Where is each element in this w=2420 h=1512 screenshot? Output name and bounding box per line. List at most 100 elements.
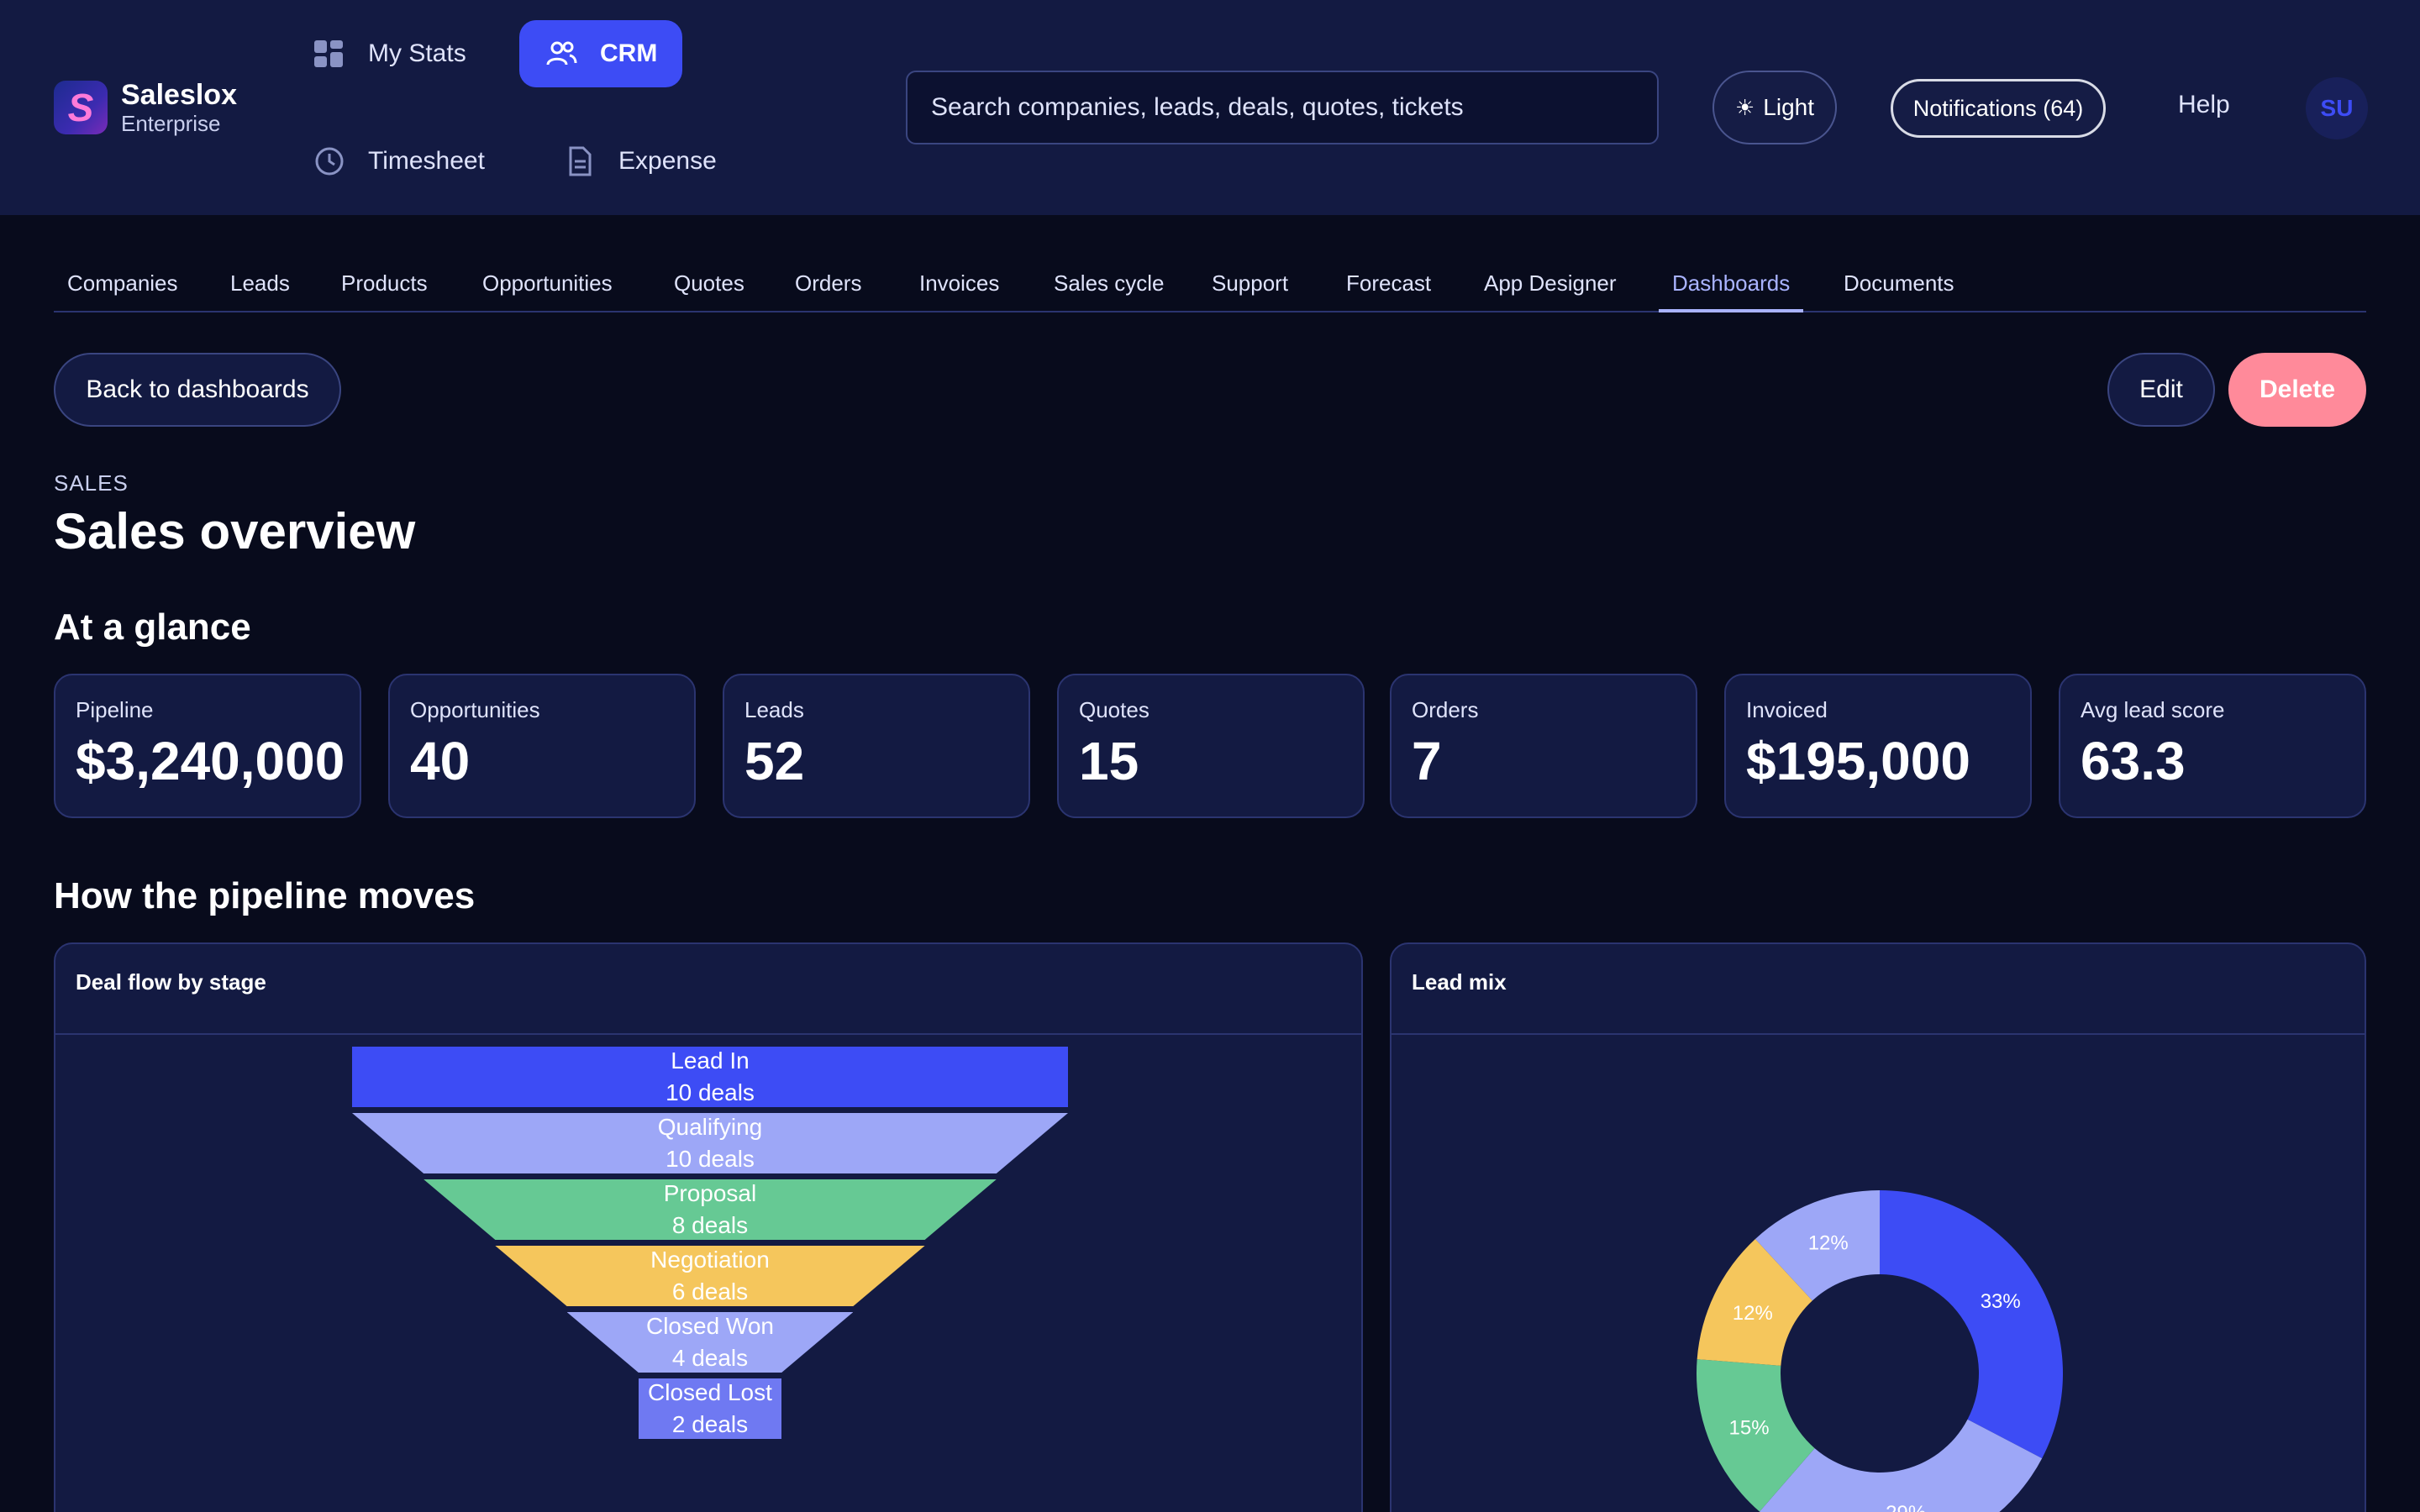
- top-header: S Saleslox Enterprise My Stats CRM Times…: [0, 0, 2420, 215]
- lead-mix-donut-chart: 33% 29% 15% 12% 12%: [1697, 1190, 2063, 1512]
- kpi-value: 7: [1412, 731, 1442, 791]
- help-link[interactable]: Help: [2178, 91, 2230, 118]
- panel-title: Lead mix: [1392, 944, 2365, 1035]
- kpi-value: 15: [1079, 731, 1139, 791]
- lead-mix-panel: Lead mix 33% 29% 15% 12% 12%: [1390, 942, 2366, 1512]
- kpi-value: 52: [744, 731, 805, 791]
- funnel-stage[interactable]: Qualifying 10 deals: [352, 1113, 1068, 1173]
- tab-quotes[interactable]: Quotes: [674, 270, 744, 296]
- funnel-stage-name: Closed Lost: [648, 1379, 772, 1405]
- page-title: Sales overview: [54, 503, 416, 559]
- kpi-value: $3,240,000: [76, 731, 345, 791]
- kpi-value: 40: [410, 731, 471, 791]
- kpi-label: Orders: [1412, 697, 1479, 722]
- funnel-stage-value: 4 deals: [671, 1345, 749, 1371]
- section-title-glance: At a glance: [54, 606, 251, 648]
- global-search[interactable]: [906, 71, 1659, 144]
- funnel-stage-name: Negotiation: [650, 1247, 770, 1273]
- page-eyebrow: SALES: [54, 470, 129, 496]
- brand-edition: Enterprise: [121, 111, 221, 136]
- tab-invoices[interactable]: Invoices: [919, 270, 1000, 296]
- tab-dashboards[interactable]: Dashboards: [1659, 267, 1804, 312]
- kpi-card-orders: Orders 7: [1390, 674, 1697, 818]
- app-nav-label: CRM: [600, 39, 658, 67]
- donut-slice[interactable]: [1754, 1190, 1880, 1301]
- donut-slice-label: 29%: [1886, 1502, 1926, 1512]
- kpi-label: Quotes: [1079, 697, 1150, 722]
- kpi-card-quotes: Quotes 15: [1057, 674, 1365, 818]
- tab-sales-cycle[interactable]: Sales cycle: [1054, 270, 1165, 296]
- app-nav-label: Expense: [618, 147, 717, 175]
- tab-products[interactable]: Products: [341, 270, 428, 296]
- kpi-label: Opportunities: [410, 697, 540, 722]
- kpi-card-leads: Leads 52: [723, 674, 1030, 818]
- kpi-card-opportunities: Opportunities 40: [388, 674, 696, 818]
- donut-slice-label: 15%: [1729, 1417, 1770, 1440]
- notifications-button[interactable]: Notifications (64): [1891, 79, 2106, 138]
- brand-name: Saleslox: [121, 79, 237, 111]
- funnel-chart: Lead In 10 deals Qualifying 10 deals Proposa…: [55, 1035, 1361, 1512]
- sun-icon: ☀: [1734, 94, 1755, 120]
- donut-slice-label: 33%: [1981, 1290, 2021, 1313]
- avatar[interactable]: SU: [2306, 77, 2368, 139]
- tab-app-designer[interactable]: App Designer: [1484, 270, 1617, 296]
- funnel-stage-name: Proposal: [663, 1180, 757, 1206]
- funnel-stage-value: 10 deals: [666, 1079, 755, 1105]
- donut-slice[interactable]: [1760, 1419, 2043, 1512]
- edit-button[interactable]: Edit: [2107, 353, 2215, 427]
- app-nav-timesheet[interactable]: Timesheet: [287, 128, 510, 195]
- app-nav-label: Timesheet: [368, 147, 485, 175]
- donut-slice-label: 12%: [1733, 1302, 1773, 1325]
- funnel-stage[interactable]: Negotiation 6 deals: [495, 1246, 925, 1306]
- users-icon: [546, 41, 577, 66]
- panel-title: Deal flow by stage: [55, 944, 1361, 1035]
- tab-companies[interactable]: Companies: [67, 270, 178, 296]
- funnel-stage-name: Closed Won: [645, 1313, 774, 1339]
- donut-slice-label: 12%: [1808, 1232, 1849, 1255]
- back-to-dashboards-button[interactable]: Back to dashboards: [54, 353, 341, 427]
- kpi-label: Leads: [744, 697, 804, 722]
- tab-leads[interactable]: Leads: [230, 270, 290, 296]
- funnel-stage-name: Lead In: [671, 1047, 750, 1074]
- funnel-stage[interactable]: Closed Lost 2 deals: [638, 1378, 782, 1439]
- funnel-stage[interactable]: Lead In 10 deals: [352, 1047, 1068, 1107]
- section-title-pipeline: How the pipeline moves: [54, 875, 476, 916]
- clock-icon: [315, 147, 344, 176]
- kpi-card-avg-lead-score: Avg lead score 63.3: [2059, 674, 2366, 818]
- kpi-label: Invoiced: [1746, 697, 1828, 722]
- module-tabs: Companies Leads Products Opportunities Q…: [54, 267, 2366, 312]
- grid-icon: [314, 40, 343, 67]
- funnel-stage[interactable]: Closed Won 4 deals: [566, 1312, 854, 1373]
- search-input[interactable]: [931, 93, 1634, 122]
- funnel-stage[interactable]: Proposal 8 deals: [424, 1179, 997, 1240]
- kpi-label: Pipeline: [76, 697, 154, 722]
- funnel-stage-value: 2 deals: [671, 1411, 749, 1437]
- theme-label: Light: [1763, 94, 1815, 120]
- tab-support[interactable]: Support: [1212, 270, 1289, 296]
- delete-button[interactable]: Delete: [2228, 353, 2366, 427]
- tab-documents[interactable]: Documents: [1844, 270, 1954, 296]
- donut-slice[interactable]: [1880, 1190, 2063, 1459]
- kpi-value: $195,000: [1746, 731, 1970, 791]
- app-nav-expense[interactable]: Expense: [538, 128, 742, 195]
- tab-orders[interactable]: Orders: [795, 270, 862, 296]
- app-nav-my-stats[interactable]: My Stats: [287, 20, 492, 87]
- app-nav-crm[interactable]: CRM: [519, 20, 683, 87]
- brand[interactable]: S Saleslox Enterprise: [54, 79, 237, 136]
- document-icon: [569, 146, 592, 176]
- funnel-stage-value: 6 deals: [671, 1278, 749, 1305]
- tab-forecast[interactable]: Forecast: [1346, 270, 1432, 296]
- funnel-panel: Deal flow by stage Lead In 10 deals Qualif…: [54, 942, 1363, 1512]
- tab-opportunities[interactable]: Opportunities: [482, 270, 613, 296]
- funnel-stage-value: 8 deals: [671, 1212, 749, 1238]
- theme-toggle-button[interactable]: ☀ Light: [1712, 71, 1837, 144]
- donut-slice[interactable]: [1697, 1238, 1812, 1366]
- kpi-value: 63.3: [2081, 731, 2186, 791]
- kpi-card-invoiced: Invoiced $195,000: [1724, 674, 2032, 818]
- funnel-stage-value: 10 deals: [666, 1146, 755, 1172]
- app-nav-label: My Stats: [368, 39, 466, 67]
- brand-logo: S: [54, 81, 108, 134]
- donut-slice[interactable]: [1697, 1359, 1815, 1512]
- kpi-label: Avg lead score: [2081, 697, 2225, 722]
- kpi-card-pipeline: Pipeline $3,240,000: [54, 674, 361, 818]
